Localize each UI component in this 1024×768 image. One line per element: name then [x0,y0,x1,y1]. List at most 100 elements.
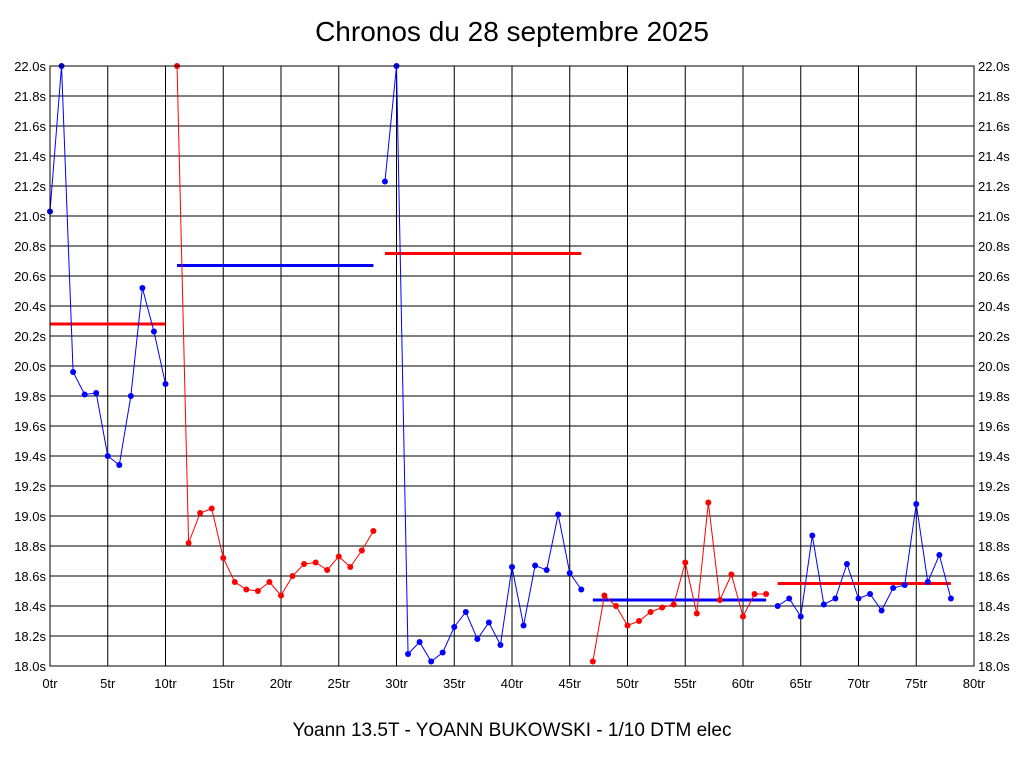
data-point [624,622,631,629]
data-point [139,285,146,291]
chart-footer: Yoann 13.5T - YOANN BUKOWSKI - 1/10 DTM … [292,720,732,741]
data-point [335,553,342,560]
data-point [324,567,331,573]
y-tick-label-right: 21.4s [978,149,1010,164]
x-tick-label: 0tr [42,676,58,691]
y-tick-label-right: 18.4s [978,599,1010,614]
x-tick-label: 55tr [674,676,697,691]
y-tick-label-right: 20.2s [978,329,1010,344]
y-tick-label-left: 19.6s [14,419,46,434]
data-point [867,591,874,597]
data-point [93,390,100,396]
data-point [855,595,862,602]
data-point [104,453,111,459]
data-point [947,595,954,602]
y-tick-label-left: 20.4s [14,299,46,314]
x-tick-label: 15tr [212,676,235,691]
data-point [647,609,654,615]
data-point [659,604,666,611]
data-point [370,528,377,534]
data-point [289,573,296,579]
data-point [520,622,527,629]
x-tick-label: 45tr [559,676,582,691]
y-axis-ticks-left: 18.0s 18.2s 18.4s 18.6s 18.8s 19.0s 19.2s 19.4s… [14,59,46,674]
data-point [612,603,619,609]
data-point [774,603,781,609]
y-tick-label-left: 20.0s [14,359,46,374]
x-tick-label: 10tr [154,676,177,691]
y-tick-label-right: 21.2s [978,179,1010,194]
y-tick-label-left: 21.2s [14,179,46,194]
y-tick-label-right: 21.0s [978,209,1010,224]
data-point [543,567,550,573]
data-point [162,381,169,387]
y-tick-label-left: 22.0s [14,59,46,74]
y-tick-label-left: 20.2s [14,329,46,344]
data-point [70,369,77,375]
x-tick-label: 25tr [328,676,351,691]
y-tick-label-right: 18.6s [978,569,1010,584]
data-point [485,619,492,626]
series-3 [381,63,585,665]
data-point [231,579,238,585]
data-point [185,540,192,546]
data-point [878,607,885,614]
data-point [197,510,204,516]
y-tick-label-left: 21.0s [14,209,46,224]
data-point [301,561,308,567]
data-point [220,555,227,561]
average-lines [50,252,951,602]
y-tick-label-left: 19.8s [14,389,46,404]
x-tick-label: 70tr [847,676,870,691]
series-line [384,65,582,663]
data-point [497,642,504,648]
x-tick-label: 60tr [732,676,755,691]
x-tick-label: 80tr [963,676,986,691]
chart-title: Chronos du 28 septembre 2025 [315,16,709,47]
x-axis-ticks: 0tr 5tr 10tr 15tr 20tr 25tr 30tr 35tr 40tr 45tr 50… [42,676,985,691]
y-tick-label-left: 20.6s [14,269,46,284]
y-tick-label-left: 21.8s [14,89,46,104]
data-point [890,585,897,591]
x-tick-label: 35tr [443,676,466,691]
y-tick-label-right: 20.0s [978,359,1010,374]
y-tick-label-right: 20.6s [978,269,1010,284]
data-point [416,639,423,645]
y-tick-label-left: 21.4s [14,149,46,164]
data-point [312,559,319,566]
series-1 [47,63,169,468]
y-tick-label-right: 19.0s [978,509,1010,524]
y-tick-label-left: 18.4s [14,599,46,614]
y-tick-label-left: 19.4s [14,449,46,464]
data-point [462,609,469,615]
data-point [936,552,943,558]
data-point [381,178,388,185]
data-point [705,499,712,506]
y-tick-label-right: 22.0s [978,59,1010,74]
data-point [81,391,88,398]
data-point [670,601,677,608]
x-tick-label: 75tr [905,676,928,691]
data-point [728,571,735,578]
y-tick-label-right: 19.4s [978,449,1010,464]
data-point [127,393,134,399]
data-point [797,613,804,620]
series-line [777,503,952,618]
x-tick-label: 40tr [501,676,524,691]
data-point [474,636,481,642]
y-tick-label-right: 18.0s [978,659,1010,674]
x-tick-label: 65tr [790,676,813,691]
data-point [439,649,446,656]
data-point [578,586,585,593]
y-axis-ticks-right: 18.0s 18.2s 18.4s 18.6s 18.8s 19.0s 19.2s 19.4s… [978,59,1010,674]
data-point [451,624,458,630]
y-tick-label-right: 19.8s [978,389,1010,404]
data-point [763,591,770,597]
y-tick-label-left: 18.6s [14,569,46,584]
data-point [636,618,643,624]
x-tick-label: 30tr [385,676,408,691]
data-point [509,564,515,570]
series-5 [774,501,954,620]
y-tick-label-left: 20.8s [14,239,46,254]
